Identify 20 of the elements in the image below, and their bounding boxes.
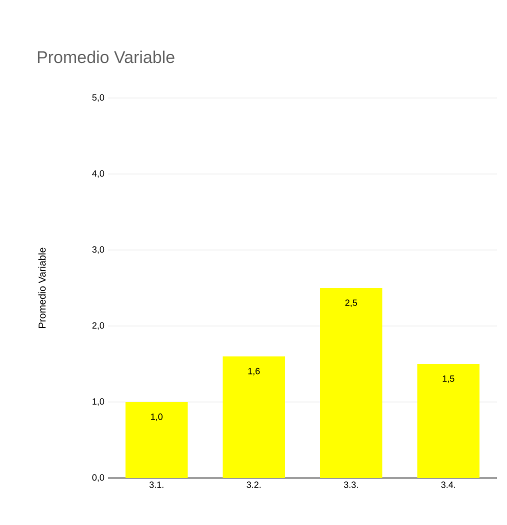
data-label: 2,5: [345, 300, 357, 307]
data-label: 1,5: [442, 376, 454, 383]
bar: [126, 402, 188, 478]
x-tick-label: 3.1.: [149, 482, 164, 488]
y-tick-label: 4,0: [92, 170, 104, 178]
y-tick-label: 2,0: [92, 322, 104, 330]
y-axis-title: Promedio Variable: [38, 248, 46, 328]
y-tick-label: 3,0: [92, 246, 104, 254]
data-label: 1,0: [151, 414, 163, 421]
y-tick-label: 1,0: [92, 398, 104, 406]
x-tick-label: 3.2.: [246, 482, 261, 488]
bar: [417, 364, 480, 478]
chart-title: Promedio Variable: [38, 50, 174, 64]
x-tick-label: 3.3.: [344, 482, 358, 488]
data-label: 1,6: [248, 368, 260, 376]
x-tick-label: 3.4.: [441, 482, 456, 488]
y-tick-label: 5,0: [92, 94, 104, 102]
bar: [222, 356, 285, 478]
bar: [320, 288, 382, 478]
y-tick-label: 0,0: [92, 474, 104, 482]
